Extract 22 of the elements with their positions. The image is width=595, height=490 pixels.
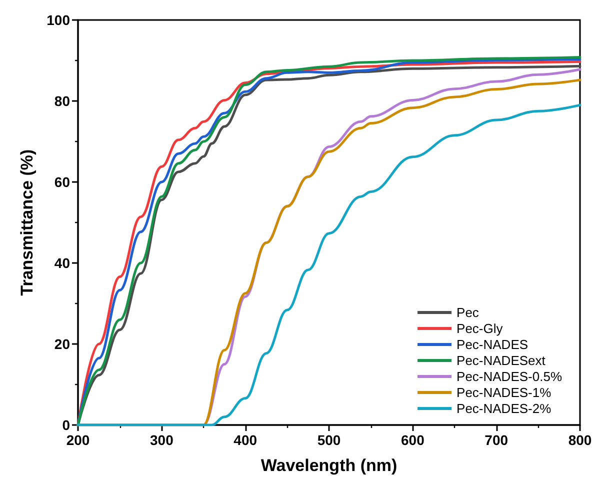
x-tick-label: 800: [568, 432, 592, 448]
x-tick-label: 700: [484, 432, 508, 448]
x-tick-label: 500: [317, 432, 341, 448]
legend-label: Pec-NADES-2%: [456, 401, 552, 416]
y-tick-label: 100: [46, 12, 70, 28]
y-tick-label: 80: [54, 93, 70, 109]
legend-label: Pec-NADES-1%: [456, 385, 552, 400]
x-axis-title: Wavelength (nm): [260, 456, 398, 475]
y-tick-label: 20: [54, 336, 70, 352]
x-tick-label: 600: [400, 432, 425, 448]
x-tick-label: 400: [234, 432, 258, 448]
legend-label: Pec-Gly: [456, 321, 504, 336]
y-tick-label: 60: [54, 174, 70, 190]
y-axis-title: Transmittance (%): [18, 149, 37, 296]
legend-label: Pec-NADES-0.5%: [456, 369, 562, 384]
x-tick-label: 300: [150, 432, 174, 448]
legend-label: Pec-NADESext: [456, 353, 546, 368]
y-tick-label: 0: [62, 417, 70, 433]
y-tick-label: 40: [54, 255, 70, 271]
x-tick-label: 200: [66, 432, 90, 448]
legend-label: Pec-NADES: [456, 337, 528, 352]
legend-label: Pec: [456, 305, 480, 320]
